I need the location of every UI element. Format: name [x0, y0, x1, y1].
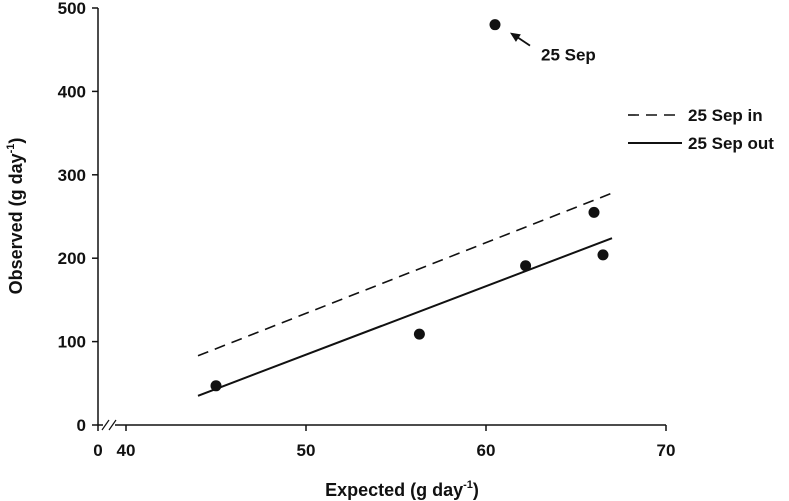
data-point [520, 260, 532, 272]
x-tick-label: 60 [477, 441, 496, 460]
data-point [588, 206, 600, 218]
legend: 25 Sep in 25 Sep out [628, 106, 774, 153]
y-tick-label: 100 [58, 333, 86, 352]
series-line-25-sep-out [197, 237, 613, 397]
legend-label-in: 25 Sep in [688, 106, 763, 125]
x-axis-ticks: 0 40 50 60 70 [93, 425, 675, 460]
plot-area: 0 100 200 300 400 500 0 40 50 60 70 25 Sep [58, 0, 676, 460]
y-tick-label: 400 [58, 82, 86, 101]
legend-label-out: 25 Sep out [688, 134, 774, 153]
data-points [210, 19, 609, 392]
y-tick-label: 500 [58, 0, 86, 18]
data-point [489, 19, 501, 31]
x-tick-label: 70 [657, 441, 676, 460]
series-line-25-sep-in [197, 192, 613, 357]
annotation-arrow-head [510, 32, 521, 42]
x-tick-label: 40 [117, 441, 136, 460]
annotation: 25 Sep [510, 32, 596, 65]
y-tick-label: 300 [58, 166, 86, 185]
regression-lines [197, 192, 613, 397]
y-axis-ticks: 0 100 200 300 400 500 [58, 0, 98, 435]
data-point [597, 249, 609, 261]
x-tick-label: 0 [93, 441, 102, 460]
y-tick-label: 0 [77, 416, 86, 435]
data-point [210, 380, 222, 392]
data-point [413, 328, 425, 340]
y-tick-label: 200 [58, 249, 86, 268]
y-axis-title: Observed (g day-1) [5, 138, 26, 295]
x-axis-break-marks [101, 419, 117, 431]
x-tick-label: 50 [297, 441, 316, 460]
x-axis-title: Expected (g day-1) [325, 479, 479, 500]
annotation-label: 25 Sep [541, 46, 596, 65]
